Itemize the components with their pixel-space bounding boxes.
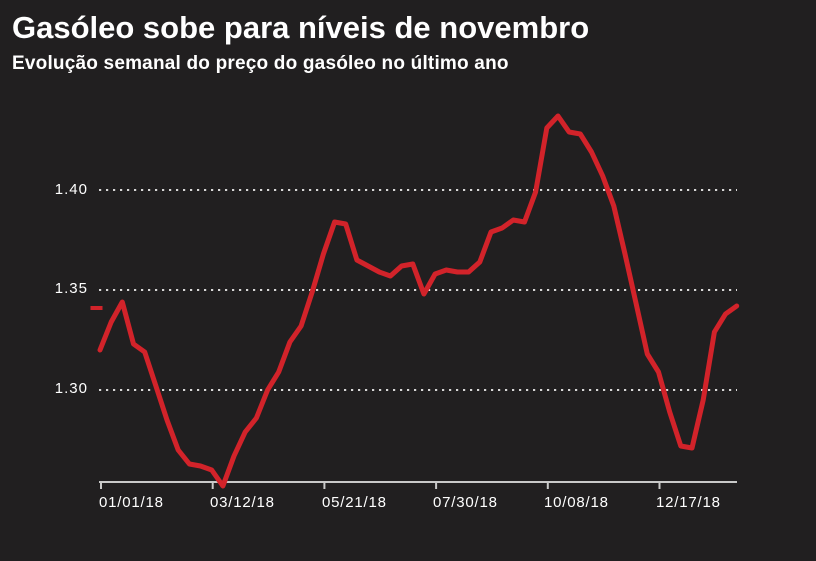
y-axis-label: 1.35 (54, 280, 88, 297)
x-axis-label: 07/30/18 (433, 494, 498, 511)
x-axis-label: 12/17/18 (656, 494, 721, 511)
x-axis-label: 01/01/18 (99, 494, 164, 511)
y-axis-label: 1.30 (54, 380, 88, 397)
x-axis-label: 03/12/18 (210, 494, 275, 511)
x-axis-label: 05/21/18 (322, 494, 387, 511)
x-axis-label: 10/08/18 (544, 494, 609, 511)
price-line (97, 113, 740, 489)
y-axis-label: 1.40 (54, 181, 88, 198)
page-title: Gasóleo sobe para níveis de novembro (12, 10, 590, 45)
page-subtitle: Evolução semanal do preço do gasóleo no … (12, 53, 509, 74)
